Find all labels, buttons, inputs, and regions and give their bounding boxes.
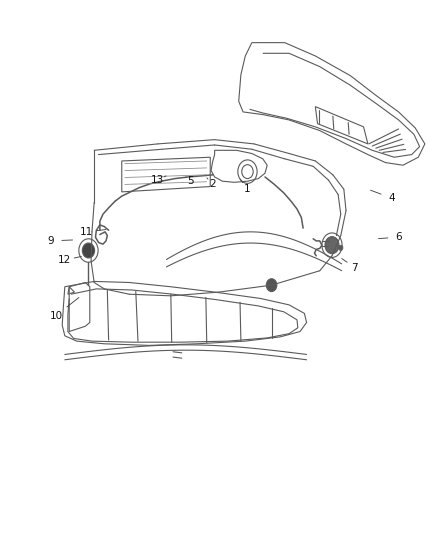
Text: 5: 5 bbox=[187, 176, 194, 186]
Text: 4: 4 bbox=[389, 193, 396, 203]
Text: 1: 1 bbox=[244, 184, 251, 194]
Text: 7: 7 bbox=[351, 263, 358, 272]
Circle shape bbox=[339, 245, 343, 251]
Text: 9: 9 bbox=[47, 236, 54, 246]
Text: 13: 13 bbox=[151, 175, 164, 184]
Text: 6: 6 bbox=[395, 232, 402, 242]
Text: 2: 2 bbox=[209, 179, 216, 189]
Text: 11: 11 bbox=[80, 227, 93, 237]
Circle shape bbox=[82, 243, 95, 258]
Text: 12: 12 bbox=[58, 255, 71, 265]
Circle shape bbox=[325, 237, 339, 254]
Circle shape bbox=[266, 279, 277, 292]
Text: 10: 10 bbox=[49, 311, 63, 320]
